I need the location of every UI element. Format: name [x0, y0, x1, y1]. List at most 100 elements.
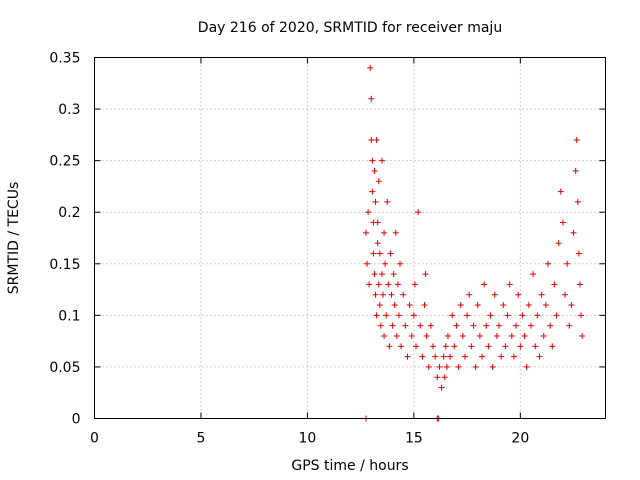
data-point [398, 343, 405, 350]
data-point [481, 281, 488, 288]
data-point [371, 167, 378, 174]
data-point [427, 322, 434, 329]
data-point [574, 198, 581, 205]
data-point [485, 343, 492, 350]
data-point [375, 281, 382, 288]
data-point [489, 363, 496, 370]
data-point [432, 353, 439, 360]
data-point [394, 281, 401, 288]
data-point [368, 95, 375, 102]
data-point [553, 312, 560, 319]
data-point [457, 302, 464, 309]
y-axis-label: SRMTID / TECUs [6, 182, 22, 295]
data-point [378, 157, 385, 164]
data-point [381, 229, 388, 236]
x-tick-label: 15 [405, 431, 423, 447]
data-point [449, 312, 456, 319]
data-point [527, 322, 534, 329]
data-point [579, 332, 586, 339]
y-tick-label: 0 [72, 412, 81, 428]
data-point [542, 302, 549, 309]
data-point [521, 332, 528, 339]
y-tick-label: 0.05 [49, 360, 80, 376]
data-point [387, 250, 394, 257]
data-point [365, 209, 372, 216]
data-point [455, 363, 462, 370]
data-point [376, 250, 383, 257]
data-point [384, 198, 391, 205]
data-point [386, 343, 393, 350]
data-point [392, 229, 399, 236]
data-point [545, 260, 552, 267]
y-tick-label: 0.2 [58, 205, 80, 221]
data-point [459, 332, 466, 339]
data-point [523, 363, 530, 370]
data-point [578, 312, 585, 319]
data-point [483, 322, 490, 329]
data-point [504, 312, 511, 319]
data-point [551, 281, 558, 288]
x-tick-label: 0 [90, 431, 99, 447]
data-point [479, 353, 486, 360]
data-point [576, 281, 583, 288]
data-point [400, 291, 407, 298]
data-point [508, 332, 515, 339]
data-point [517, 343, 524, 350]
data-point [410, 312, 417, 319]
data-point [464, 312, 471, 319]
chart-title: Day 216 of 2020, SRMTID for receiver maj… [198, 20, 502, 36]
data-point [515, 291, 522, 298]
data-point [513, 322, 520, 329]
data-point [369, 188, 376, 195]
data-point [502, 343, 509, 350]
data-point [570, 229, 577, 236]
data-point [476, 332, 483, 339]
data-point [451, 343, 458, 350]
data-point [390, 271, 397, 278]
data-point [367, 64, 374, 71]
data-point [366, 281, 373, 288]
data-point [510, 353, 517, 360]
data-point [393, 332, 400, 339]
data-point [573, 137, 580, 144]
data-point [411, 281, 418, 288]
data-point [371, 271, 378, 278]
data-point [402, 322, 409, 329]
y-tick-label: 0.35 [49, 51, 80, 67]
data-point [466, 291, 473, 298]
data-point [372, 198, 379, 205]
data-point [530, 271, 537, 278]
data-point [376, 302, 383, 309]
data-point [443, 363, 450, 370]
data-point [364, 260, 371, 267]
x-tick-label: 10 [299, 431, 317, 447]
y-tick-label: 0.1 [58, 308, 80, 324]
data-point [430, 343, 437, 350]
data-point [395, 312, 402, 319]
data-point [423, 332, 430, 339]
data-point [444, 332, 451, 339]
data-point [383, 312, 390, 319]
data-point [549, 343, 556, 350]
data-point [555, 240, 562, 247]
data-point [377, 322, 384, 329]
x-tick-label: 20 [511, 431, 529, 447]
data-point [406, 302, 413, 309]
data-point [422, 271, 429, 278]
data-point [487, 312, 494, 319]
data-point [389, 322, 396, 329]
data-point [415, 209, 422, 216]
data-point [408, 332, 415, 339]
data-point [388, 291, 395, 298]
data-point [566, 322, 573, 329]
data-point [468, 343, 475, 350]
data-point [532, 343, 539, 350]
data-point [491, 291, 498, 298]
data-point [373, 137, 380, 144]
data-point [568, 302, 575, 309]
data-point [474, 302, 481, 309]
data-point [525, 302, 532, 309]
data-point [381, 332, 388, 339]
data-point [397, 260, 404, 267]
data-point [372, 291, 379, 298]
